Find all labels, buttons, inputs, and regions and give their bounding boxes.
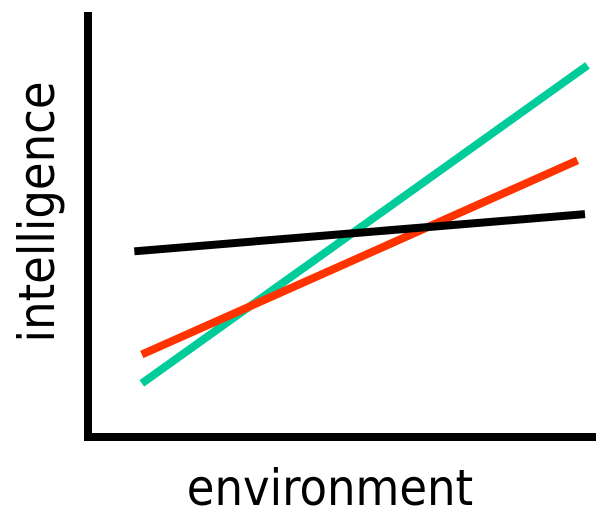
y-axis-label: intelligence	[8, 81, 66, 342]
series-layer	[133, 62, 590, 387]
series-line-1	[139, 62, 590, 387]
series-line-2	[140, 156, 580, 359]
x-axis-label: environment	[187, 459, 473, 508]
series-line-3	[133, 210, 586, 256]
